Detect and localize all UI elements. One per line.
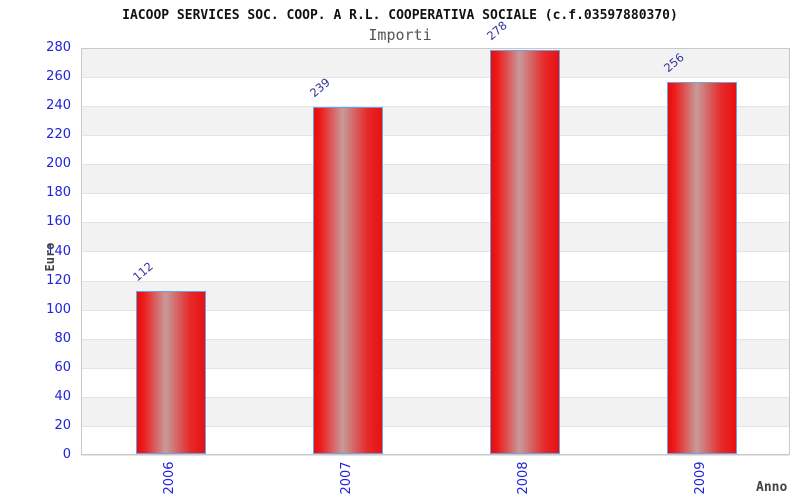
y-tick-label: 20 — [54, 417, 71, 433]
x-tick-label: 2008 — [516, 461, 532, 495]
chart-title: IACOOP SERVICES SOC. COOP. A R.L. COOPER… — [122, 8, 678, 23]
y-tick-label: 260 — [46, 69, 71, 85]
bar-2006 — [135, 291, 206, 454]
y-tick-label: 140 — [46, 243, 71, 259]
grid-band — [82, 369, 789, 398]
y-tick-label: 60 — [54, 359, 71, 375]
x-axis-title: Anno — [756, 480, 788, 495]
y-tick-label: 40 — [54, 388, 71, 404]
bar-2009 — [667, 81, 738, 454]
x-tick-label: 2007 — [338, 461, 354, 495]
y-tick-label: 180 — [46, 185, 71, 201]
y-tick-label: 280 — [46, 40, 71, 55]
grid-band — [82, 311, 789, 340]
y-tick-label: 160 — [46, 214, 71, 230]
bar-2007 — [312, 106, 383, 454]
y-tick-label: 80 — [54, 330, 71, 346]
plot-area: 112 239 278 256 — [81, 18, 790, 456]
x-tick-label: 2009 — [693, 461, 709, 495]
y-tick-label: 240 — [46, 98, 71, 114]
grid-band — [82, 427, 789, 456]
chart-subtitle: Importi — [368, 26, 432, 44]
bar-2008 — [490, 49, 561, 454]
y-tick-label: 100 — [46, 301, 71, 317]
grid-band — [82, 194, 789, 224]
y-tick-label: 200 — [46, 156, 71, 172]
y-tick-label: 120 — [46, 272, 71, 288]
grid-band — [82, 136, 789, 166]
grid-band — [82, 49, 789, 79]
x-tick-label: 2006 — [161, 461, 177, 495]
x-axis: 2006 2007 2008 2009 — [0, 455, 800, 500]
y-axis: 0 20 40 60 80 100 120 140 160 180 200 220 240 260 280 — [0, 40, 76, 462]
grid-band — [82, 78, 789, 108]
grid-band — [82, 253, 789, 282]
y-tick-label: 0 — [62, 447, 71, 462]
y-tick-label: 220 — [46, 127, 71, 143]
y-axis-title: Euro — [43, 242, 57, 272]
